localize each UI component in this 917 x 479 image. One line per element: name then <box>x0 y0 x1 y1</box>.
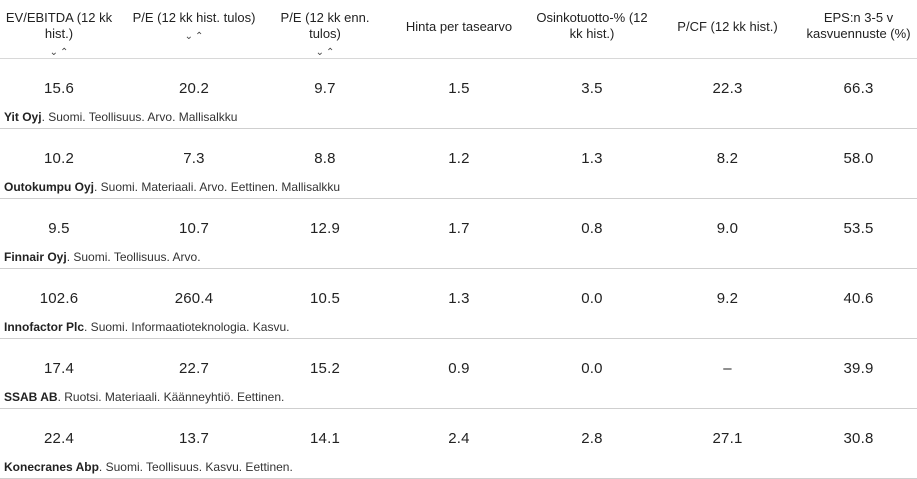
cell-pe-forecast: 10.5 <box>310 290 340 307</box>
cell-pcf: 8.2 <box>716 150 739 167</box>
cell-ev-ebitda: 15.6 <box>44 80 74 97</box>
cell-pcf: 9.2 <box>716 290 739 307</box>
cell-pe-forecast: 15.2 <box>310 360 340 377</box>
cell-eps-growth: 58.0 <box>843 150 874 167</box>
cell-pcf: 27.1 <box>712 430 743 447</box>
table-row[interactable]: 9.5 10.7 12.9 1.7 0.8 9.0 53.5 Finnair O… <box>0 199 917 269</box>
cell-price-to-book: 0.9 <box>448 360 470 377</box>
company-tags: . Suomi. Teollisuus. Arvo. Mallisalkku <box>41 110 238 124</box>
column-label: P/E (12 kk enn. tulos) <box>280 10 370 41</box>
cell-eps-growth: 30.8 <box>843 430 874 447</box>
column-header-price-to-book: Hinta per tasearvo <box>395 19 523 35</box>
sort-controls: ⌄ ⌃ <box>270 43 380 58</box>
table-row[interactable]: 17.4 22.7 15.2 0.9 0.0 – 39.9 SSAB AB. R… <box>0 339 917 409</box>
cell-price-to-book: 1.2 <box>448 150 470 167</box>
column-header-ev-ebitda: EV/EBITDA (12 kk hist.) ⌄ ⌃ <box>0 10 118 58</box>
cell-ev-ebitda: 102.6 <box>39 290 79 307</box>
column-header-dividend-yield: Osinkotuotto-% (12 kk hist.) <box>533 10 651 42</box>
cell-dividend-yield: 2.8 <box>581 430 603 447</box>
sort-controls: ⌄ ⌃ <box>0 43 118 58</box>
company-name-link[interactable]: Innofactor Plc <box>4 320 85 334</box>
column-header-pe-forecast: P/E (12 kk enn. tulos) ⌄ ⌃ <box>270 10 380 58</box>
cell-pe-hist: 7.3 <box>183 150 205 167</box>
company-name-link[interactable]: Outokumpu Oyj <box>4 180 94 194</box>
cell-pe-hist: 260.4 <box>174 290 214 307</box>
company-name-link[interactable]: Finnair Oyj <box>4 250 67 264</box>
cell-dividend-yield: 0.8 <box>581 220 603 237</box>
cell-pe-forecast: 12.9 <box>310 220 340 237</box>
column-header-pe-hist: P/E (12 kk hist. tulos) ⌄ ⌃ <box>130 10 258 42</box>
company-info: SSAB AB. Ruotsi. Materiaali. Käänneyhtiö… <box>4 390 284 404</box>
column-header-eps-growth: EPS:n 3-5 v kasvuennuste (%) <box>800 10 917 42</box>
cell-dividend-yield: 3.5 <box>581 80 603 97</box>
company-tags: . Suomi. Teollisuus. Arvo. <box>66 250 201 264</box>
company-name-link[interactable]: Yit Oyj <box>4 110 42 124</box>
cell-pe-forecast: 8.8 <box>314 150 336 167</box>
table-row[interactable]: 15.6 20.2 9.7 1.5 3.5 22.3 66.3 Yit Oyj.… <box>0 59 917 129</box>
cell-price-to-book: 1.7 <box>448 220 470 237</box>
cell-price-to-book: 1.5 <box>448 80 470 97</box>
cell-pcf: 22.3 <box>712 80 743 97</box>
cell-pcf: 9.0 <box>716 220 739 237</box>
cell-dividend-yield: 0.0 <box>581 360 603 377</box>
column-label: EV/EBITDA (12 kk hist.) <box>5 10 113 41</box>
company-tags: . Suomi. Teollisuus. Kasvu. Eettinen. <box>98 460 293 474</box>
cell-pe-hist: 20.2 <box>179 80 209 97</box>
column-label: P/CF (12 kk hist.) <box>677 19 778 34</box>
sort-desc-icon[interactable]: ⌄ <box>49 47 58 58</box>
company-info: Konecranes Abp. Suomi. Teollisuus. Kasvu… <box>4 460 293 474</box>
column-label: Hinta per tasearvo <box>405 19 513 34</box>
company-tags: . Ruotsi. Materiaali. Käänneyhtiö. Eetti… <box>57 390 285 404</box>
cell-pe-forecast: 9.7 <box>314 80 336 97</box>
cell-ev-ebitda: 9.5 <box>48 220 70 237</box>
company-info: Finnair Oyj. Suomi. Teollisuus. Arvo. <box>4 250 201 264</box>
cell-ev-ebitda: 10.2 <box>44 150 74 167</box>
column-label: Osinkotuotto-% (12 kk hist.) <box>536 10 648 41</box>
cell-ev-ebitda: 22.4 <box>44 430 74 447</box>
sort-asc-icon[interactable]: ⌃ <box>326 47 335 58</box>
cell-dividend-yield: 0.0 <box>581 290 603 307</box>
sort-desc-icon[interactable]: ⌄ <box>315 47 324 58</box>
sort-desc-icon[interactable]: ⌄ <box>184 31 193 42</box>
table-row[interactable]: 102.6 260.4 10.5 1.3 0.0 9.2 40.6 Innofa… <box>0 269 917 339</box>
cell-eps-growth: 66.3 <box>843 80 874 97</box>
table-header: EV/EBITDA (12 kk hist.) ⌄ ⌃ P/E (12 kk hi… <box>0 0 917 59</box>
cell-eps-growth: 40.6 <box>843 290 874 307</box>
column-header-pcf: P/CF (12 kk hist.) <box>665 19 790 35</box>
cell-ev-ebitda: 17.4 <box>44 360 74 377</box>
cell-pe-hist: 10.7 <box>179 220 209 237</box>
cell-pe-hist: 13.7 <box>179 430 209 447</box>
cell-price-to-book: 1.3 <box>448 290 470 307</box>
column-label: P/E (12 kk hist. tulos) <box>132 10 256 25</box>
company-info: Innofactor Plc. Suomi. Informaatioteknol… <box>4 320 289 334</box>
table-row[interactable]: 10.2 7.3 8.8 1.2 1.3 8.2 58.0 Outokumpu … <box>0 129 917 199</box>
sort-asc-icon[interactable]: ⌃ <box>195 31 204 42</box>
company-name-link[interactable]: Konecranes Abp <box>4 460 99 474</box>
company-info: Outokumpu Oyj. Suomi. Materiaali. Arvo. … <box>4 180 340 194</box>
sort-asc-icon[interactable]: ⌃ <box>60 47 69 58</box>
company-tags: . Suomi. Informaatioteknologia. Kasvu. <box>84 320 290 334</box>
company-info: Yit Oyj. Suomi. Teollisuus. Arvo. Mallis… <box>4 110 237 124</box>
column-label: EPS:n 3-5 v kasvuennuste (%) <box>806 10 911 41</box>
company-name-link[interactable]: SSAB AB <box>4 390 58 404</box>
cell-dividend-yield: 1.3 <box>581 150 603 167</box>
company-tags: . Suomi. Materiaali. Arvo. Eettinen. Mal… <box>94 180 341 194</box>
cell-pe-forecast: 14.1 <box>310 430 340 447</box>
cell-price-to-book: 2.4 <box>448 430 470 447</box>
cell-pe-hist: 22.7 <box>179 360 209 377</box>
cell-pcf: – <box>723 360 732 377</box>
cell-eps-growth: 39.9 <box>843 360 874 377</box>
cell-eps-growth: 53.5 <box>843 220 874 237</box>
table-row[interactable]: 22.4 13.7 14.1 2.4 2.8 27.1 30.8 Konecra… <box>0 409 917 479</box>
sort-controls: ⌄ ⌃ <box>130 27 258 42</box>
